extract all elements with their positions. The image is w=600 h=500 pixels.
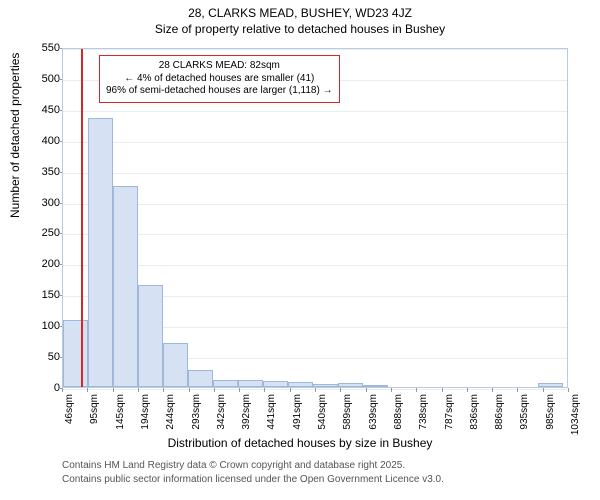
- x-tick-mark: [568, 388, 569, 392]
- y-tick-label: 350: [20, 166, 60, 178]
- histogram-bar: [288, 382, 313, 387]
- histogram-bar: [88, 118, 113, 387]
- x-tick-mark: [62, 388, 63, 392]
- grid-line: [63, 142, 567, 143]
- x-tick-mark: [138, 388, 139, 392]
- grid-line: [63, 234, 567, 235]
- annotation-box: 28 CLARKS MEAD: 82sqm← 4% of detached ho…: [99, 55, 340, 103]
- y-tick-mark: [58, 295, 62, 296]
- histogram-bar: [163, 343, 188, 388]
- y-tick-mark: [58, 264, 62, 265]
- y-tick-mark: [58, 48, 62, 49]
- histogram-bar: [113, 186, 138, 387]
- y-tick-label: 300: [20, 197, 60, 209]
- y-tick-mark: [58, 203, 62, 204]
- x-tick-mark: [366, 388, 367, 392]
- x-tick-mark: [264, 388, 265, 392]
- y-tick-mark: [58, 357, 62, 358]
- footer-line-2: Contains public sector information licen…: [62, 474, 444, 485]
- x-tick-mark: [113, 388, 114, 392]
- x-tick-mark: [442, 388, 443, 392]
- property-marker-line: [81, 49, 83, 387]
- histogram-bar: [188, 370, 213, 387]
- y-tick-label: 400: [20, 135, 60, 147]
- grid-line: [63, 111, 567, 112]
- y-tick-label: 50: [20, 351, 60, 363]
- histogram-bar: [213, 380, 238, 387]
- x-tick-mark: [87, 388, 88, 392]
- histogram-chart: 28, CLARKS MEAD, BUSHEY, WD23 4JZ Size o…: [0, 0, 600, 500]
- plot-area: 28 CLARKS MEAD: 82sqm← 4% of detached ho…: [62, 48, 568, 388]
- y-tick-mark: [58, 233, 62, 234]
- y-tick-label: 250: [20, 227, 60, 239]
- x-tick-mark: [543, 388, 544, 392]
- histogram-bar: [238, 380, 263, 387]
- x-tick-mark: [290, 388, 291, 392]
- histogram-bar: [63, 320, 88, 387]
- x-tick-mark: [239, 388, 240, 392]
- grid-line: [63, 173, 567, 174]
- y-tick-label: 550: [20, 42, 60, 54]
- histogram-bar: [138, 285, 163, 387]
- histogram-bar: [263, 381, 288, 387]
- x-tick-mark: [315, 388, 316, 392]
- annotation-line: 96% of semi-detached houses are larger (…: [106, 85, 333, 98]
- y-tick-label: 100: [20, 320, 60, 332]
- y-tick-label: 0: [20, 382, 60, 394]
- y-tick-mark: [58, 141, 62, 142]
- grid-line: [63, 265, 567, 266]
- y-tick-label: 450: [20, 104, 60, 116]
- y-tick-label: 200: [20, 258, 60, 270]
- x-axis-label: Distribution of detached houses by size …: [0, 436, 600, 450]
- y-tick-mark: [58, 172, 62, 173]
- annotation-line: ← 4% of detached houses are smaller (41): [106, 73, 333, 86]
- x-tick-mark: [492, 388, 493, 392]
- y-tick-label: 500: [20, 73, 60, 85]
- histogram-bar: [338, 383, 363, 387]
- chart-title: 28, CLARKS MEAD, BUSHEY, WD23 4JZ: [0, 0, 600, 20]
- x-tick-mark: [340, 388, 341, 392]
- chart-subtitle: Size of property relative to detached ho…: [0, 20, 600, 36]
- y-tick-mark: [58, 79, 62, 80]
- x-tick-mark: [189, 388, 190, 392]
- x-tick-mark: [163, 388, 164, 392]
- y-tick-mark: [58, 326, 62, 327]
- y-tick-mark: [58, 110, 62, 111]
- histogram-bar: [313, 384, 338, 387]
- y-tick-label: 150: [20, 289, 60, 301]
- x-tick-mark: [467, 388, 468, 392]
- grid-line: [63, 49, 567, 50]
- x-tick-mark: [416, 388, 417, 392]
- histogram-bar: [363, 385, 388, 387]
- x-tick-mark: [214, 388, 215, 392]
- histogram-bar: [538, 383, 563, 387]
- x-tick-mark: [517, 388, 518, 392]
- annotation-line: 28 CLARKS MEAD: 82sqm: [106, 60, 333, 73]
- grid-line: [63, 204, 567, 205]
- footer-line-1: Contains HM Land Registry data © Crown c…: [62, 460, 405, 471]
- x-tick-mark: [391, 388, 392, 392]
